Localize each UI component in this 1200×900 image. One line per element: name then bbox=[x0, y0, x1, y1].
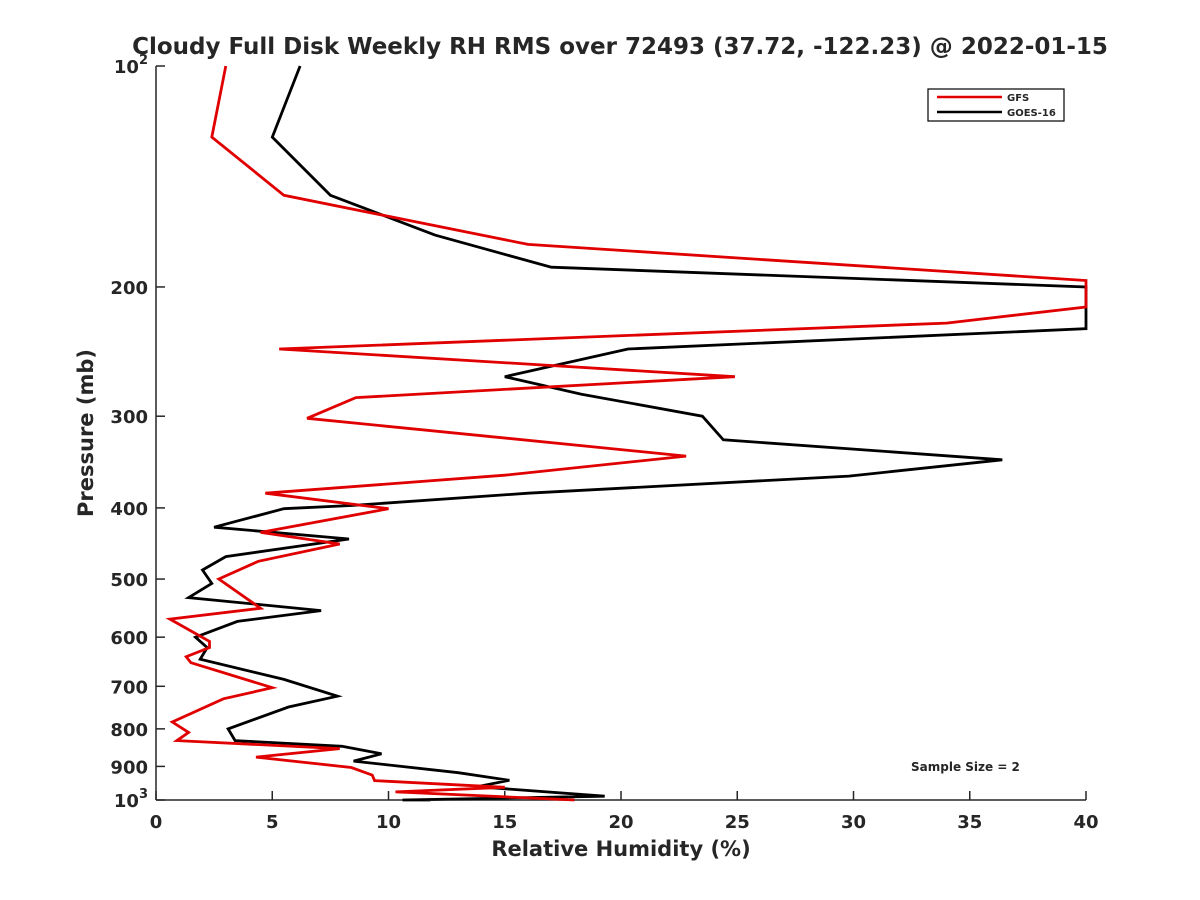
y-tick-label: 300 bbox=[110, 407, 148, 428]
x-axis-ticks: 0 5 10 15 20 25 30 35 40 bbox=[150, 791, 1099, 833]
y-tick-label: 500 bbox=[110, 570, 148, 591]
chart-title: Cloudy Full Disk Weekly RH RMS over 7249… bbox=[132, 34, 1108, 60]
x-axis-label: Relative Humidity (%) bbox=[491, 837, 750, 861]
y-axis-label: Pressure (mb) bbox=[74, 349, 98, 517]
x-tick-label: 5 bbox=[266, 812, 279, 833]
y-tick-label: 700 bbox=[110, 677, 148, 698]
series-line-goes-16 bbox=[184, 65, 1088, 802]
x-tick-label: 10 bbox=[376, 812, 401, 833]
x-tick-label: 20 bbox=[608, 812, 633, 833]
series-line-gfs bbox=[165, 65, 1088, 802]
y-axis-ticks: 102 200 300 400 500 600 700 800 900 103 bbox=[110, 53, 165, 812]
y-tick-label: 102 bbox=[114, 53, 148, 78]
x-tick-label: 25 bbox=[725, 812, 750, 833]
y-tick-label: 400 bbox=[110, 499, 148, 520]
y-tick-label: 800 bbox=[110, 720, 148, 741]
x-tick-label: 0 bbox=[150, 812, 163, 833]
y-tick-label: 103 bbox=[114, 787, 148, 812]
x-tick-label: 35 bbox=[957, 812, 982, 833]
legend-box bbox=[927, 88, 1065, 122]
y-tick-label: 900 bbox=[110, 757, 148, 778]
x-tick-label: 15 bbox=[492, 812, 517, 833]
series-layer bbox=[165, 65, 1088, 802]
axes-frame bbox=[155, 66, 1086, 801]
y-tick-label: 600 bbox=[110, 628, 148, 649]
x-tick-label: 40 bbox=[1073, 812, 1098, 833]
legend-label-gfs: GFS bbox=[1007, 93, 1029, 104]
sample-size-annotation: Sample Size = 2 bbox=[911, 760, 1020, 774]
legend: GFS GOES-16 bbox=[927, 88, 1065, 122]
legend-label-goes-16: GOES-16 bbox=[1007, 108, 1056, 119]
x-tick-label: 30 bbox=[841, 812, 866, 833]
y-tick-label: 200 bbox=[110, 278, 148, 299]
